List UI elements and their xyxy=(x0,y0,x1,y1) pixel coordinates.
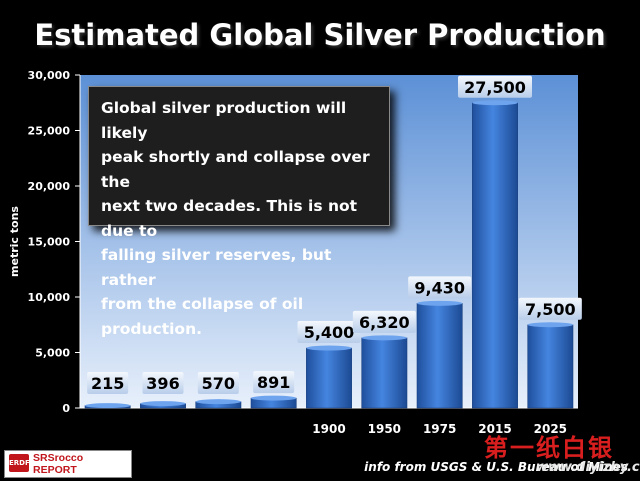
value-label-box xyxy=(408,276,472,299)
value-label-box xyxy=(87,372,129,394)
y-axis-label: metric tons xyxy=(8,206,21,277)
bar xyxy=(527,324,574,409)
value-label-box xyxy=(197,372,239,394)
logo-badge: ERDF xyxy=(9,454,30,472)
x-tick-label: 2025 xyxy=(534,422,567,436)
bar-top xyxy=(306,345,352,351)
watermark-url: www.diyizby.com xyxy=(536,460,640,475)
annotation-line: from the collapse of oil production. xyxy=(101,295,304,338)
value-label: 891 xyxy=(257,373,290,392)
logo-line2: REPORT xyxy=(33,464,77,476)
bar-top xyxy=(361,335,408,341)
chart-title: Estimated Global Silver Production xyxy=(34,18,606,52)
annotation-line: peak shortly and collapse over the xyxy=(101,148,370,191)
source-note: info from USGS & U.S. Bureau of Mines xyxy=(364,460,628,474)
value-label-box xyxy=(142,372,184,394)
y-tick-label: 10,000 xyxy=(28,291,71,304)
y-tick-label: 0 xyxy=(62,402,70,415)
value-label: 6,320 xyxy=(359,313,410,332)
x-tick-label: 1950 xyxy=(368,422,401,436)
annotation-line: falling silver reserves, but rather xyxy=(101,246,332,289)
y-tick-label: 15,000 xyxy=(28,236,71,249)
y-tick-label: 25,000 xyxy=(28,125,71,138)
value-label: 7,500 xyxy=(525,300,576,319)
x-tick-label: 1975 xyxy=(423,422,456,436)
watermark-text: 第一纸白银 xyxy=(484,434,614,462)
bar-top xyxy=(84,403,131,409)
y-tick-label: 30,000 xyxy=(28,69,71,82)
value-label: 570 xyxy=(202,374,235,393)
value-label: 396 xyxy=(146,374,179,393)
y-tick-label: 5,000 xyxy=(35,347,70,360)
bar xyxy=(306,347,352,409)
x-tick-label: 1900 xyxy=(312,422,345,436)
bar xyxy=(472,102,518,409)
value-label: 5,400 xyxy=(304,323,355,342)
bar-top xyxy=(472,100,518,106)
bar xyxy=(361,337,408,409)
y-tick-label: 20,000 xyxy=(28,180,71,193)
annotation-box: Global silver production will likely pea… xyxy=(88,86,390,338)
bar-top xyxy=(195,399,242,405)
x-tick-label: 2015 xyxy=(478,422,511,436)
bar-top xyxy=(527,322,574,328)
value-label: 215 xyxy=(91,374,124,393)
value-label-box xyxy=(518,297,582,320)
value-label: 27,500 xyxy=(464,78,526,97)
logo-text: SRSrocco REPORT xyxy=(33,452,129,476)
value-label-box xyxy=(253,371,295,394)
value-label-box xyxy=(352,310,416,333)
annotation-line: next two decades. This is not due to xyxy=(101,197,358,240)
annotation-line: Global silver production will likely xyxy=(101,99,347,142)
bar-top xyxy=(416,300,463,306)
value-label-box xyxy=(458,75,532,98)
srsrocco-logo: ERDF SRSrocco REPORT xyxy=(4,450,132,478)
bar-top xyxy=(250,395,297,401)
value-label-box xyxy=(297,321,361,344)
value-label: 9,430 xyxy=(414,278,465,297)
bar-top xyxy=(140,401,186,407)
bar xyxy=(416,303,463,409)
logo-line1: SRSrocco xyxy=(33,452,84,464)
